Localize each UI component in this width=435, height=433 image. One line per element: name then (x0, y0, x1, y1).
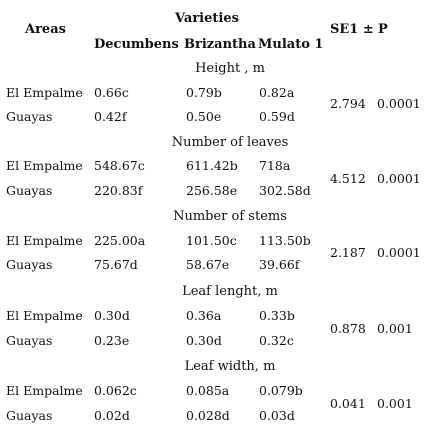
cell-decumbens: 75.67d (94, 257, 138, 272)
cell-mulato: 113.50b (259, 233, 311, 248)
cell-decumbens: 0.30d (94, 308, 130, 323)
cell-se: 4.512 (330, 171, 366, 186)
row-area: Guayas (6, 333, 53, 348)
row-area: El Empalme (6, 233, 83, 248)
cell-mulato: 0.32c (259, 333, 294, 348)
section-title-leaf-length: Leaf lenght, m (182, 284, 278, 299)
cell-decumbens: 0.23e (94, 333, 130, 348)
header-p: P (378, 22, 388, 37)
cell-brizantha: 611.42b (186, 158, 238, 173)
cell-decumbens: 0.062c (94, 383, 137, 398)
cell-mulato: 39.66f (259, 257, 300, 272)
cell-brizantha: 256.58e (186, 183, 238, 198)
row-area: Guayas (6, 408, 53, 423)
cell-mulato: 0.82a (259, 85, 295, 100)
section-title-height: Height , m (195, 61, 265, 76)
section-title-number-of-leaves: Number of leaves (171, 135, 289, 150)
cell-se: 0.878 (330, 321, 366, 336)
row-area: El Empalme (6, 308, 83, 323)
cell-decumbens: 0.42f (94, 109, 127, 124)
header-brizantha: Brizantha (184, 37, 256, 52)
cell-brizantha: 0.79b (186, 85, 222, 100)
cell-se: 0.041 (330, 396, 366, 411)
cell-brizantha: 0.028d (186, 408, 230, 423)
cell-p: 0.001 (377, 396, 413, 411)
row-area: El Empalme (6, 158, 83, 173)
section-title-number-of-stems: Number of stems (173, 209, 287, 224)
cell-mulato: 0.03d (259, 408, 295, 423)
cell-decumbens: 0.66c (94, 85, 129, 100)
row-area: El Empalme (6, 383, 83, 398)
cell-p: 0.0001 (377, 96, 421, 111)
cell-decumbens: 548.67c (94, 158, 145, 173)
section-title-leaf-width: Leaf width, m (184, 359, 276, 374)
header-se: SE1 ± (330, 22, 374, 37)
row-area: Guayas (6, 257, 53, 272)
cell-mulato: 302.58d (259, 183, 311, 198)
row-area: Guayas (6, 109, 53, 124)
cell-brizantha: 0.36a (186, 308, 222, 323)
cell-decumbens: 220.83f (94, 183, 143, 198)
cell-mulato: 0.59d (259, 109, 295, 124)
header-areas: Areas (25, 22, 66, 37)
cell-se: 2.187 (330, 245, 366, 260)
cell-mulato: 718a (259, 158, 291, 173)
cell-brizantha: 0.085a (186, 383, 230, 398)
cell-p: 0.0001 (377, 245, 421, 260)
cell-brizantha: 58.67e (186, 257, 230, 272)
header-mulato: Mulato 1 (258, 37, 324, 52)
cell-brizantha: 0.50e (186, 109, 222, 124)
cell-mulato: 0.33b (259, 308, 295, 323)
row-area: Guayas (6, 183, 53, 198)
cell-mulato: 0.079b (259, 383, 303, 398)
cell-p: 0.0001 (377, 171, 421, 186)
row-area: El Empalme (6, 85, 83, 100)
header-decumbens: Decumbens (94, 37, 179, 52)
cell-p: 0.001 (377, 321, 413, 336)
header-varieties: Varieties (175, 11, 239, 26)
cell-decumbens: 225.00a (94, 233, 146, 248)
cell-decumbens: 0.02d (94, 408, 130, 423)
cell-se: 2.794 (330, 96, 366, 111)
cell-brizantha: 0.30d (186, 333, 222, 348)
cell-brizantha: 101.50c (186, 233, 237, 248)
